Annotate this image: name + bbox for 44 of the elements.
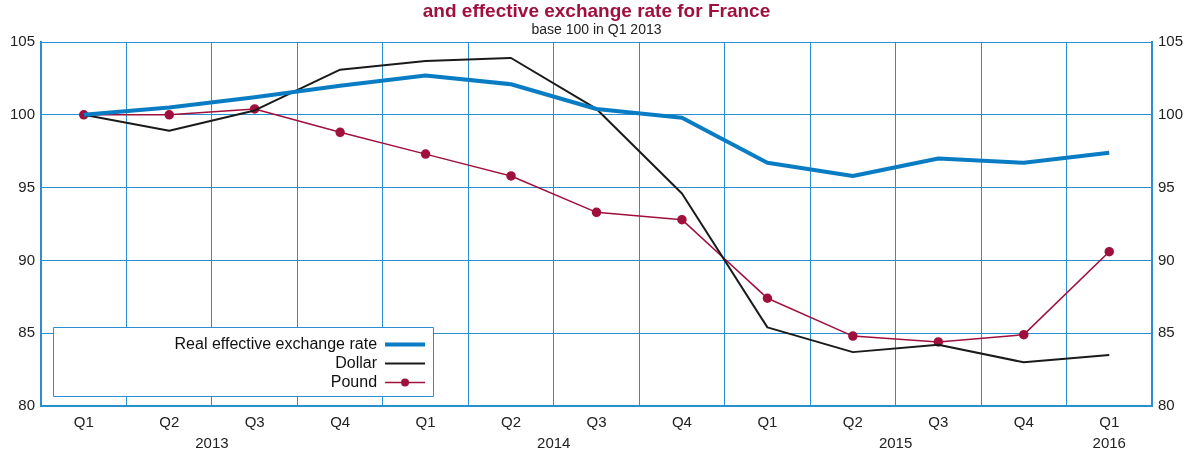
legend-label: Pound xyxy=(330,372,378,390)
x-tick-label: Q1 xyxy=(757,413,778,431)
point xyxy=(591,207,602,218)
chart-subtitle: base 100 in Q1 2013 xyxy=(531,20,662,37)
point xyxy=(677,214,687,225)
y2-tick-label: 85 xyxy=(1157,323,1175,341)
y2-tick-label: 95 xyxy=(1157,177,1175,195)
legend-label: Dollar xyxy=(335,353,378,371)
text: 2014 xyxy=(537,433,571,451)
point xyxy=(335,127,345,138)
point xyxy=(762,293,773,304)
text: 2016 xyxy=(1092,433,1126,451)
x-tick-label: Q4 xyxy=(330,413,351,431)
y-tick-label: 105 xyxy=(10,32,36,50)
x-tick-label: Q4 xyxy=(1013,413,1034,431)
x-tick-label: Q2 xyxy=(842,413,863,431)
y-tick-label: 100 xyxy=(10,104,36,122)
text: 2015 xyxy=(878,433,913,451)
point xyxy=(1104,246,1114,257)
x-tick-label: Q3 xyxy=(586,413,607,431)
x-tick-label: Q1 xyxy=(73,413,94,431)
legend-label: Real effective exchange rate xyxy=(174,334,378,352)
x-tick-label: Q2 xyxy=(501,413,522,431)
y-tick-label: 90 xyxy=(18,250,36,268)
y-tick-label: 95 xyxy=(18,177,36,195)
x-tick-label: Q3 xyxy=(244,413,265,431)
y-tick-label: 85 xyxy=(18,323,36,341)
x-tick-label: Q4 xyxy=(671,413,692,431)
point xyxy=(420,149,431,159)
y2-tick-label: 90 xyxy=(1157,250,1175,268)
x-tick-label: Q1 xyxy=(1099,413,1120,431)
point xyxy=(1019,329,1029,340)
x-tick-label: Q1 xyxy=(415,413,436,431)
point xyxy=(848,331,858,341)
point xyxy=(164,110,174,120)
x-tick-label: Q2 xyxy=(159,413,180,431)
point xyxy=(506,171,516,181)
chart-title: and effective exchange rate for France xyxy=(422,0,771,21)
x-tick-label: Q3 xyxy=(928,413,949,431)
y-tick-label: 80 xyxy=(18,396,36,414)
text: 2013 xyxy=(195,433,229,451)
y2-tick-label: 105 xyxy=(1157,32,1183,50)
y2-tick-label: 80 xyxy=(1157,396,1175,414)
y2-tick-label: 100 xyxy=(1157,104,1183,122)
